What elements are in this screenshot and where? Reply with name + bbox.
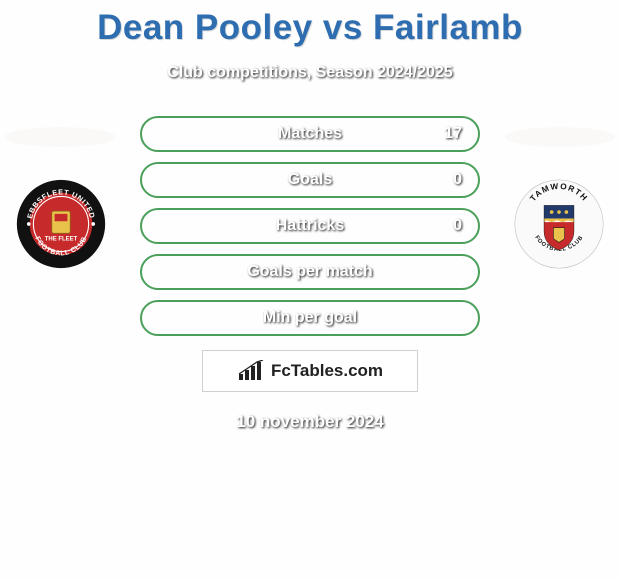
stat-label: Goals per match	[247, 263, 372, 281]
stat-row-min-per-goal: Min per goal	[140, 300, 480, 336]
stat-label: Hattricks	[276, 217, 344, 235]
brand-box[interactable]: FcTables.com	[202, 350, 418, 392]
stats-list: Matches 17 Goals 0 Hattricks 0 Goals per…	[140, 116, 480, 336]
stat-label: Matches	[278, 125, 342, 143]
ebbsfleet-badge-icon: EBBSFLEET UNITED FOOTBALL CLUB THE FLEET	[15, 178, 107, 270]
date-label: 10 november 2024	[0, 412, 620, 432]
stat-row-matches: Matches 17	[140, 116, 480, 152]
stat-row-goals: Goals 0	[140, 162, 480, 198]
stat-label: Min per goal	[263, 309, 357, 327]
stat-row-goals-per-match: Goals per match	[140, 254, 480, 290]
stat-label: Goals	[288, 171, 332, 189]
brand-chart-icon	[237, 360, 265, 382]
page-title: Dean Pooley vs Fairlamb	[0, 0, 620, 48]
right-club-badge: TAMWORTH FOOTBALL CLUB	[513, 178, 605, 270]
left-club-badge: EBBSFLEET UNITED FOOTBALL CLUB THE FLEET	[15, 178, 107, 270]
stat-value: 17	[444, 125, 462, 143]
right-player-marker	[505, 127, 615, 147]
stat-value: 0	[453, 217, 462, 235]
left-player-marker	[5, 127, 115, 147]
brand-label: FcTables.com	[271, 361, 383, 381]
tamworth-badge-icon: TAMWORTH FOOTBALL CLUB	[513, 178, 605, 270]
subtitle: Club competitions, Season 2024/2025	[0, 64, 620, 82]
comparison-card: Dean Pooley vs Fairlamb Club competition…	[0, 0, 620, 432]
svg-text:THE FLEET: THE FLEET	[45, 237, 78, 243]
stat-value: 0	[453, 171, 462, 189]
stat-row-hattricks: Hattricks 0	[140, 208, 480, 244]
